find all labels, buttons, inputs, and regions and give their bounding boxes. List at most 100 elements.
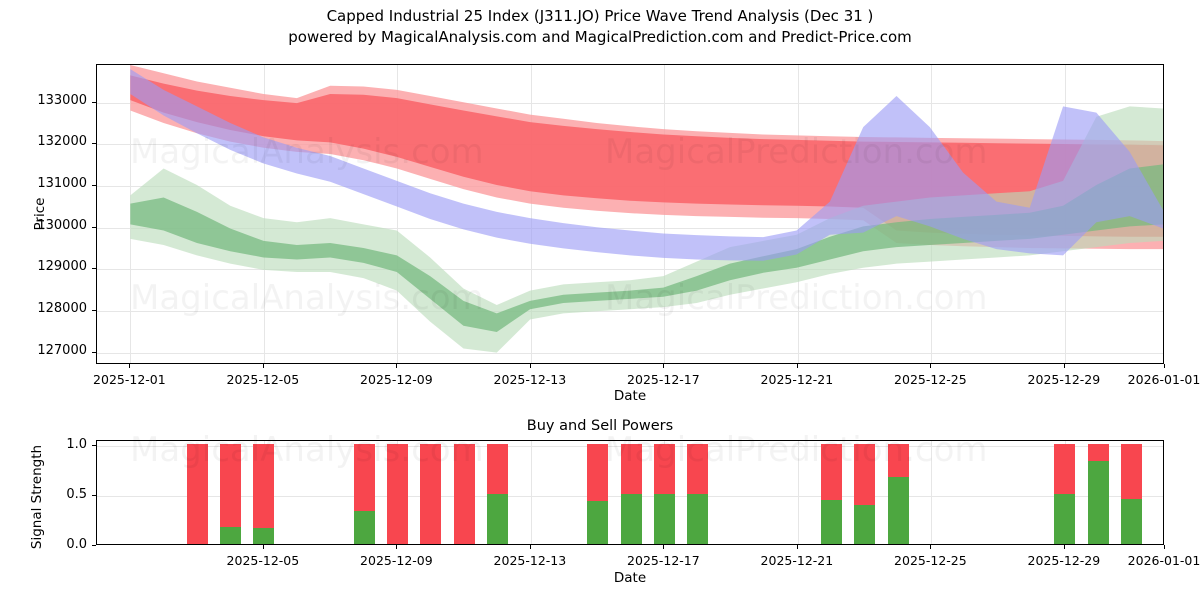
- signal-xtick-label: 2025-12-09: [360, 553, 433, 568]
- buy-power-segment: [687, 494, 709, 544]
- tick-mark: [1164, 364, 1165, 368]
- signal-ytick-label: 0.0: [66, 537, 87, 552]
- signal-xtick-label: 2026-01-01: [1127, 553, 1200, 568]
- buy-power-segment: [220, 527, 241, 544]
- tick-mark: [92, 445, 96, 446]
- signal-bar[interactable]: [820, 444, 842, 544]
- signal-bar[interactable]: [487, 444, 508, 544]
- sell-power-segment: [1121, 444, 1143, 499]
- price-xtick-label: 2025-12-29: [1027, 372, 1101, 387]
- gridline: [931, 441, 933, 544]
- price-ytick-label: 132000: [37, 134, 87, 150]
- tick-mark: [262, 364, 264, 368]
- signal-bar[interactable]: [687, 444, 709, 544]
- signal-bar[interactable]: [1087, 444, 1109, 544]
- signal-bar[interactable]: [220, 444, 241, 544]
- tick-mark: [92, 226, 96, 228]
- price-xtick-label: 2025-12-05: [226, 372, 300, 387]
- price-xtick-label: 2025-12-09: [360, 372, 433, 387]
- price-xtick-label: 2025-12-17: [627, 372, 700, 387]
- buy-power-segment: [887, 477, 909, 544]
- tick-mark: [92, 351, 96, 353]
- gridline: [530, 441, 532, 544]
- signal-bar[interactable]: [253, 444, 275, 544]
- gridline: [97, 269, 1163, 271]
- buy-power-segment: [353, 511, 375, 544]
- price-xtick-label: 2025-12-01: [93, 372, 166, 387]
- tick-mark: [92, 495, 96, 496]
- signal-ytick-label: 1.0: [66, 437, 87, 452]
- tick-mark: [529, 364, 531, 368]
- tick-mark: [92, 545, 96, 546]
- signal-plot-area: [96, 440, 1164, 545]
- price-xtick-label: 2025-12-25: [894, 372, 967, 387]
- sell-power-segment: [420, 444, 442, 544]
- sell-power-segment: [687, 444, 709, 494]
- chart-title-block: Capped Industrial 25 Index (J311.JO) Pri…: [0, 6, 1200, 48]
- signal-xtick-label: 2025-12-05: [226, 553, 300, 568]
- signal-bar[interactable]: [453, 444, 475, 544]
- tick-mark: [92, 309, 96, 311]
- tick-mark: [92, 101, 96, 103]
- gridline: [97, 227, 1163, 229]
- sell-power-segment: [386, 444, 408, 544]
- tick-mark: [796, 545, 798, 549]
- price-ytick-label: 130000: [37, 217, 87, 233]
- signal-chart-title: Buy and Sell Powers: [526, 418, 674, 434]
- buy-power-segment: [1054, 494, 1076, 544]
- signal-ytick-label: 0.5: [66, 487, 87, 502]
- sell-power-segment: [887, 444, 909, 477]
- sell-power-segment: [353, 444, 375, 511]
- tick-mark: [129, 364, 131, 368]
- band-blue: [130, 69, 1163, 261]
- price-xaxis-title: Date: [613, 388, 647, 404]
- gridline: [397, 65, 399, 363]
- buy-power-segment: [587, 501, 609, 544]
- signal-xtick-label: 2025-12-29: [1027, 553, 1101, 568]
- tick-mark: [92, 268, 96, 270]
- signal-bar[interactable]: [386, 444, 408, 544]
- tick-mark: [92, 143, 96, 145]
- signal-bar[interactable]: [1121, 444, 1143, 544]
- gridline: [530, 65, 532, 363]
- tick-mark: [1164, 545, 1165, 549]
- tick-mark: [262, 545, 264, 549]
- gridline: [263, 65, 265, 363]
- signal-bar[interactable]: [653, 444, 675, 544]
- band-green-inner: [130, 164, 1163, 332]
- tick-mark: [930, 364, 932, 368]
- buy-power-segment: [487, 494, 508, 544]
- price-ytick-label: 133000: [37, 92, 87, 108]
- signal-bar[interactable]: [353, 444, 375, 544]
- sell-power-segment: [587, 444, 609, 501]
- tick-mark: [796, 364, 798, 368]
- tick-mark: [92, 184, 96, 186]
- tick-mark: [396, 545, 398, 549]
- signal-xtick-label: 2025-12-25: [894, 553, 967, 568]
- signal-xtick-label: 2025-12-13: [493, 553, 567, 568]
- price-xtick-label: 2025-12-21: [760, 372, 834, 387]
- buy-power-segment: [1087, 461, 1109, 544]
- price-xtick-label: 2025-12-13: [493, 372, 567, 387]
- signal-bar[interactable]: [854, 444, 876, 544]
- sell-power-segment: [1087, 444, 1109, 461]
- price-ytick-label: 131000: [37, 175, 87, 191]
- signal-bar[interactable]: [186, 444, 208, 544]
- tick-mark: [930, 545, 932, 549]
- gridline: [97, 352, 1163, 354]
- signal-xaxis-title: Date: [613, 570, 647, 586]
- gridline: [97, 102, 1163, 104]
- price-wave-bands: [130, 65, 1163, 353]
- buy-power-segment: [820, 500, 842, 544]
- signal-bar[interactable]: [587, 444, 609, 544]
- signal-bar[interactable]: [420, 444, 442, 544]
- signal-bar[interactable]: [620, 444, 642, 544]
- signal-bar[interactable]: [1054, 444, 1076, 544]
- price-ytick-label: 129000: [37, 259, 87, 275]
- signal-bar[interactable]: [887, 444, 909, 544]
- signal-xtick-label: 2025-12-21: [760, 553, 834, 568]
- sell-power-segment: [620, 444, 642, 494]
- sell-power-segment: [487, 444, 508, 494]
- tick-mark: [663, 364, 665, 368]
